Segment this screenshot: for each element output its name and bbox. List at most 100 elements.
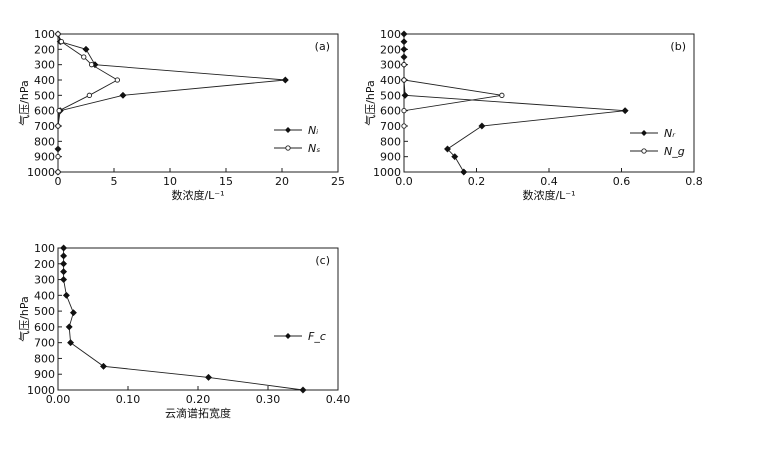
data-point bbox=[81, 54, 87, 60]
y-tick-label: 100 bbox=[34, 28, 55, 41]
y-tick-label: 1000 bbox=[27, 384, 55, 397]
legend-marker bbox=[641, 148, 647, 154]
y-tick-label: 300 bbox=[380, 59, 401, 72]
series-line bbox=[57, 33, 119, 172]
y-tick-label: 1000 bbox=[27, 166, 55, 179]
x-tick-label: 0 bbox=[55, 175, 62, 188]
y-tick-label: 900 bbox=[380, 151, 401, 164]
y-tick-label: 700 bbox=[380, 120, 401, 133]
x-tick-label: 0.20 bbox=[186, 393, 211, 406]
x-tick-label: 0.2 bbox=[468, 175, 486, 188]
data-point bbox=[60, 268, 68, 276]
data-point bbox=[401, 123, 407, 129]
data-point bbox=[299, 386, 307, 394]
x-tick-label: 0.30 bbox=[256, 393, 281, 406]
y-tick-label: 900 bbox=[34, 368, 55, 381]
y-axis-label: 气压/hPa bbox=[17, 296, 31, 342]
y-tick-label: 400 bbox=[34, 74, 55, 87]
data-point bbox=[400, 30, 408, 38]
legend-label: Nᵢ bbox=[308, 124, 318, 137]
series-line bbox=[63, 248, 304, 391]
y-tick-label: 1000 bbox=[373, 166, 401, 179]
data-point bbox=[55, 154, 61, 160]
x-tick-label: 0.00 bbox=[46, 393, 71, 406]
y-tick-label: 200 bbox=[34, 43, 55, 56]
data-point bbox=[401, 62, 407, 68]
legend-marker bbox=[285, 333, 291, 339]
data-point bbox=[88, 62, 95, 68]
y-tick-label: 600 bbox=[380, 105, 401, 118]
data-point bbox=[86, 92, 93, 98]
x-tick-label: 15 bbox=[219, 175, 233, 188]
legend-label: Nₛ bbox=[308, 142, 320, 155]
y-tick-label: 800 bbox=[34, 135, 55, 148]
series-2: Nₛ bbox=[55, 31, 320, 175]
y-tick-label: 400 bbox=[380, 74, 401, 87]
data-point bbox=[69, 309, 77, 317]
legend-marker bbox=[285, 127, 291, 133]
data-point bbox=[62, 291, 70, 299]
y-tick-label: 700 bbox=[34, 120, 55, 133]
panel-tag: (c) bbox=[315, 254, 330, 267]
y-tick-label: 500 bbox=[380, 89, 401, 102]
y-tick-label: 300 bbox=[34, 59, 55, 72]
series-line bbox=[403, 34, 626, 173]
data-point bbox=[55, 169, 61, 175]
data-point bbox=[67, 339, 75, 347]
data-point bbox=[443, 145, 452, 153]
data-point bbox=[114, 77, 121, 83]
x-tick-label: 0.10 bbox=[116, 393, 141, 406]
series-2: N_g bbox=[401, 62, 685, 158]
data-point bbox=[119, 91, 127, 99]
y-tick-label: 800 bbox=[380, 135, 401, 148]
series-1: Nᵢ bbox=[54, 30, 318, 176]
y-tick-label: 200 bbox=[380, 43, 401, 56]
data-point bbox=[204, 373, 213, 381]
x-tick-label: 25 bbox=[331, 175, 345, 188]
legend-marker bbox=[285, 145, 291, 151]
data-point bbox=[401, 91, 409, 99]
data-point bbox=[281, 76, 289, 84]
data-point bbox=[58, 39, 65, 45]
x-tick-label: 5 bbox=[111, 175, 118, 188]
y-axis-label: 气压/hPa bbox=[17, 80, 31, 126]
x-tick-label: 20 bbox=[275, 175, 289, 188]
data-point bbox=[460, 168, 468, 176]
plot-frame bbox=[57, 33, 339, 173]
data-point bbox=[56, 108, 62, 114]
y-tick-label: 400 bbox=[34, 289, 55, 302]
data-point bbox=[401, 77, 407, 83]
y-tick-label: 800 bbox=[34, 352, 55, 365]
x-tick-label: 0.8 bbox=[685, 175, 703, 188]
data-point bbox=[621, 107, 629, 115]
legend-label: F_c bbox=[308, 330, 326, 343]
series-1: Nᵣ bbox=[400, 30, 676, 176]
data-point bbox=[60, 244, 68, 252]
data-point bbox=[400, 53, 408, 61]
data-point bbox=[60, 252, 68, 260]
plot-frame bbox=[57, 247, 339, 391]
legend-marker bbox=[641, 130, 647, 136]
x-tick-label: 0.6 bbox=[613, 175, 631, 188]
series-line bbox=[57, 33, 286, 172]
y-tick-label: 600 bbox=[34, 321, 55, 334]
data-point bbox=[55, 123, 61, 129]
y-tick-label: 300 bbox=[34, 274, 55, 287]
y-tick-label: 600 bbox=[34, 105, 55, 118]
y-tick-label: 900 bbox=[34, 151, 55, 164]
data-point bbox=[60, 260, 68, 268]
x-tick-label: 10 bbox=[163, 175, 177, 188]
x-tick-label: 0.4 bbox=[540, 175, 558, 188]
panel-tag: (a) bbox=[315, 40, 330, 53]
data-point bbox=[400, 45, 408, 53]
data-point bbox=[401, 108, 407, 114]
x-axis-label: 数浓度/L⁻¹ bbox=[522, 188, 575, 202]
data-point bbox=[400, 38, 408, 46]
x-axis-label: 数浓度/L⁻¹ bbox=[171, 188, 224, 202]
data-point bbox=[499, 92, 505, 98]
data-point bbox=[451, 153, 459, 161]
y-tick-label: 500 bbox=[34, 305, 55, 318]
